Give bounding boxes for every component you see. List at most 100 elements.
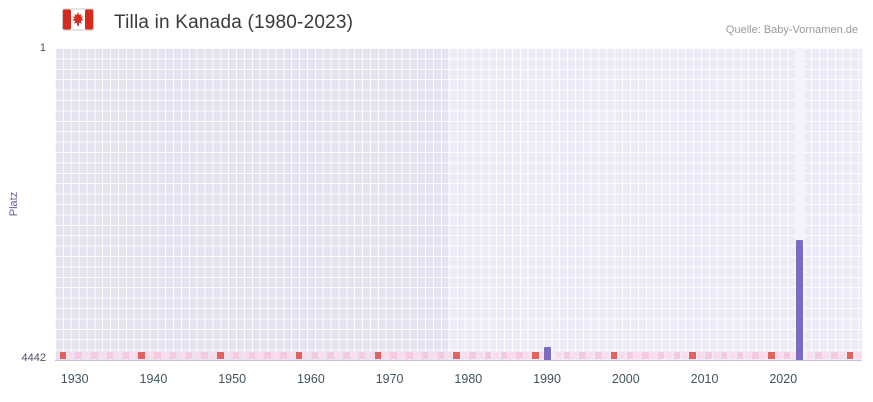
unranked-marker <box>421 352 429 359</box>
unranked-marker <box>83 352 90 359</box>
unranked-marker <box>571 352 578 359</box>
unranked-marker <box>634 352 641 359</box>
unranked-marker <box>713 352 720 359</box>
unranked-marker <box>783 352 791 359</box>
unranked-marker <box>476 352 484 359</box>
unranked-marker <box>319 352 326 359</box>
unranked-marker <box>445 352 452 359</box>
unranked-marker <box>350 352 358 359</box>
unranked-marker <box>437 352 445 359</box>
unranked-marker <box>358 352 366 359</box>
unranked-marker <box>169 352 177 359</box>
plot-region-data <box>448 48 862 360</box>
canada-flag-icon <box>62 8 94 31</box>
unranked-marker-strong <box>59 352 67 359</box>
x-tick-label: 2000 <box>611 372 640 386</box>
unranked-marker <box>303 352 311 359</box>
unranked-marker <box>854 352 862 359</box>
unranked-marker <box>106 352 114 359</box>
unranked-marker-strong <box>217 352 224 359</box>
unranked-marker <box>524 352 531 359</box>
unranked-marker <box>75 352 82 359</box>
unranked-marker <box>382 352 389 359</box>
rank-bar-1990[interactable] <box>543 347 551 360</box>
unranked-marker <box>618 352 626 359</box>
unranked-marker <box>335 352 342 359</box>
unranked-marker <box>587 352 594 359</box>
unranked-marker <box>193 352 200 359</box>
unranked-marker <box>264 352 271 359</box>
unranked-marker <box>154 352 161 359</box>
x-tick-label: 1970 <box>375 372 404 386</box>
x-tick-label: 1940 <box>139 372 168 386</box>
y-tick-top: 1 <box>39 42 46 54</box>
unranked-marker <box>161 352 169 359</box>
unranked-marker <box>776 352 783 359</box>
x-tick-label: 2010 <box>690 372 719 386</box>
unranked-marker-strong <box>768 352 775 359</box>
unranked-marker <box>287 352 295 359</box>
unranked-marker <box>752 352 759 359</box>
unranked-marker <box>744 352 752 359</box>
unranked-marker <box>736 352 744 359</box>
unranked-marker <box>579 352 586 359</box>
unranked-marker <box>413 352 421 359</box>
unranked-marker <box>224 352 232 359</box>
unranked-marker <box>642 352 649 359</box>
unranked-marker <box>240 352 248 359</box>
unranked-marker <box>839 352 846 359</box>
unranked-marker <box>429 352 437 359</box>
plot-area <box>55 48 862 361</box>
unranked-marker <box>185 352 193 359</box>
unranked-marker <box>705 352 712 359</box>
x-tick-label: 1990 <box>533 372 561 386</box>
unranked-marker-strong <box>374 352 382 359</box>
unranked-marker-strong <box>610 352 618 359</box>
unranked-marker <box>209 352 216 359</box>
unranked-marker <box>760 352 767 359</box>
unranked-marker <box>398 352 405 359</box>
unranked-marker <box>201 352 208 359</box>
unranked-marker <box>327 352 334 359</box>
unranked-marker <box>595 352 602 359</box>
unranked-marker <box>665 352 673 359</box>
unranked-marker <box>815 352 822 359</box>
unranked-marker <box>91 352 98 359</box>
unranked-marker <box>626 352 633 359</box>
unranked-marker <box>823 352 830 359</box>
unranked-marker <box>539 352 547 359</box>
unranked-marker <box>681 352 689 359</box>
unranked-marker <box>807 352 815 359</box>
unranked-marker-strong <box>295 352 303 359</box>
unranked-marker <box>831 352 838 359</box>
unranked-marker-strong <box>453 352 460 359</box>
source-credit: Quelle: Baby-Vornamen.de <box>725 24 858 36</box>
unranked-marker-strong <box>846 352 854 359</box>
unranked-marker-strong <box>138 352 145 359</box>
unranked-marker <box>720 352 728 359</box>
plot-region-pre-data <box>55 48 449 360</box>
highlight-column <box>794 48 804 360</box>
rank-bar-2022[interactable] <box>795 240 803 360</box>
unranked-marker <box>461 352 468 359</box>
unranked-marker <box>791 352 799 359</box>
x-tick-label: 1980 <box>454 372 483 386</box>
unranked-marker <box>390 352 397 359</box>
unranked-marker <box>232 352 240 359</box>
unranked-marker <box>516 352 523 359</box>
unranked-marker <box>406 352 413 359</box>
page-title: Tilla in Kanada (1980-2023) <box>114 12 354 33</box>
unranked-marker-strong <box>689 352 696 359</box>
unranked-marker <box>602 352 610 359</box>
unranked-marker <box>99 352 106 359</box>
x-axis: 1930 1940 1950 1960 1970 1980 1990 2000 2010 2020 <box>0 372 873 392</box>
unranked-marker <box>366 352 374 359</box>
unranked-marker <box>673 352 681 359</box>
unranked-marker <box>657 352 665 359</box>
x-tick-label: 2020 <box>769 372 798 386</box>
unranked-marker <box>728 352 736 359</box>
unranked-marker <box>469 352 476 359</box>
x-tick-label: 1950 <box>218 372 247 386</box>
unranked-marker <box>484 352 492 359</box>
